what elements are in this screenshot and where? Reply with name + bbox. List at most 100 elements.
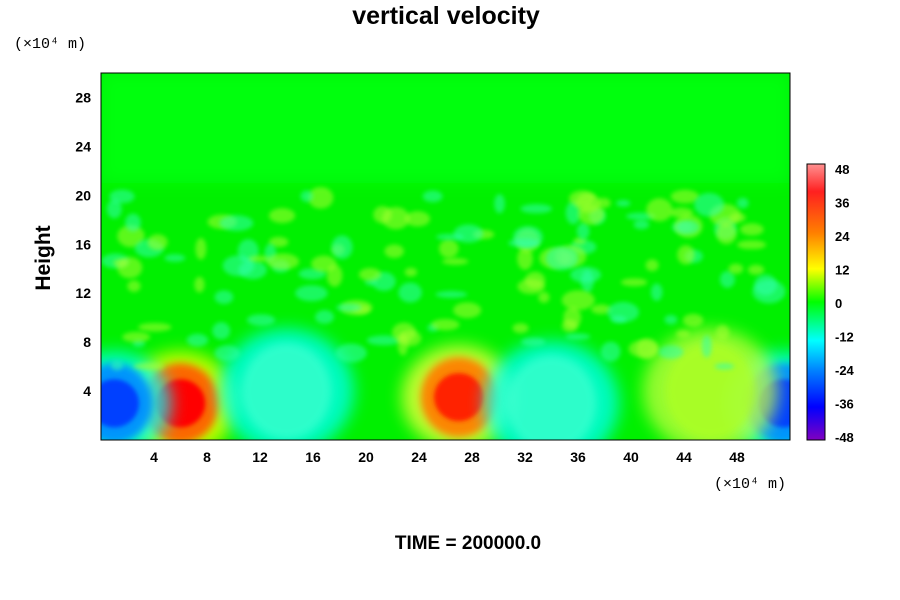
colorbar-tick-label: -24 <box>835 363 855 378</box>
texture-cell <box>650 283 663 301</box>
y-tick-label: 16 <box>75 236 91 252</box>
chart-title: vertical velocity <box>352 2 540 30</box>
texture-cell <box>435 290 468 298</box>
x-tick-label: 32 <box>517 449 533 465</box>
x-tick-label: 36 <box>570 449 586 465</box>
texture-cell <box>669 207 694 218</box>
texture-cell <box>295 285 328 302</box>
y-tick-label: 12 <box>75 285 91 301</box>
x-tick-label: 4 <box>150 449 158 465</box>
field-blob <box>241 343 332 440</box>
texture-cell <box>538 291 550 303</box>
texture-cell <box>453 224 484 243</box>
texture-cell <box>384 244 404 258</box>
texture-cell <box>219 215 254 231</box>
texture-cell <box>600 341 621 362</box>
texture-cell <box>117 257 143 279</box>
texture-cell <box>521 337 546 347</box>
texture-cell <box>561 290 595 311</box>
y-units-label: (×10⁴ m) <box>14 36 86 53</box>
texture-cell <box>315 310 334 324</box>
texture-cell <box>740 223 764 236</box>
texture-cell <box>714 363 735 370</box>
texture-cell <box>747 264 765 275</box>
y-tick-label: 8 <box>83 334 91 350</box>
texture-cell <box>716 324 730 340</box>
x-tick-label: 16 <box>305 449 321 465</box>
texture-cell <box>194 276 205 293</box>
plot-area <box>101 73 790 440</box>
texture-cell <box>512 323 529 334</box>
texture-cell <box>422 190 443 203</box>
texture-cell <box>670 189 700 204</box>
field-features <box>101 186 790 440</box>
texture-cell <box>366 335 401 346</box>
texture-cell <box>138 322 172 332</box>
texture-cell <box>109 189 135 204</box>
texture-cell <box>545 246 579 271</box>
texture-cell <box>248 255 270 262</box>
texture-cell <box>754 274 777 296</box>
x-tick-label: 12 <box>252 449 268 465</box>
field-blob <box>665 343 756 440</box>
texture-cell <box>431 319 460 331</box>
texture-cell <box>563 306 582 329</box>
texture-cell <box>358 267 382 281</box>
texture-cell <box>576 222 590 240</box>
texture-cell <box>728 263 744 274</box>
x-tick-label: 20 <box>358 449 374 465</box>
texture-cell <box>311 255 337 272</box>
field-blob <box>434 373 484 422</box>
y-axis-label: Height <box>32 225 55 290</box>
texture-cell <box>195 237 207 260</box>
texture-cell <box>246 314 276 326</box>
colorbar <box>806 163 826 441</box>
texture-cell <box>308 186 334 209</box>
texture-cell <box>439 239 459 258</box>
texture-cell <box>164 254 186 262</box>
texture-cell <box>336 303 362 312</box>
texture-cell <box>570 266 602 283</box>
texture-cell <box>620 278 648 287</box>
texture-cell <box>392 322 416 343</box>
texture-cell <box>719 271 735 288</box>
texture-cell <box>186 333 209 347</box>
field-blob <box>101 379 139 428</box>
texture-cell <box>268 208 296 224</box>
texture-cell <box>404 211 431 227</box>
texture-cell <box>106 199 122 219</box>
texture-cell <box>147 234 168 251</box>
texture-cell <box>442 258 469 265</box>
texture-cell <box>694 192 725 217</box>
texture-cell <box>675 220 700 235</box>
colorbar-tick-label: 48 <box>835 162 849 177</box>
y-axis-ticks: 4 8 12 16 20 24 28 <box>75 89 91 399</box>
texture-cell <box>675 329 690 339</box>
texture-cell <box>646 198 673 222</box>
texture-cell <box>335 343 367 363</box>
texture-cell <box>214 345 240 362</box>
texture-cell <box>568 190 596 207</box>
texture-cell <box>736 240 767 250</box>
colorbar-tick-label: 12 <box>835 263 849 278</box>
texture-cell <box>736 197 749 209</box>
texture-cell <box>508 238 540 248</box>
colorbar-ticks: 48 36 24 12 0 -12 -24 -36 -48 <box>835 162 855 445</box>
texture-cell <box>494 194 505 214</box>
y-tick-label: 24 <box>75 138 91 154</box>
texture-cell <box>397 333 409 356</box>
texture-cell <box>110 360 124 371</box>
colorbar-tick-label: 36 <box>835 196 849 211</box>
texture-cell <box>677 245 695 265</box>
colorbar-tick-label: -12 <box>835 330 854 345</box>
texture-cell <box>127 280 141 293</box>
time-label: TIME = 200000.0 <box>395 533 541 554</box>
texture-cell <box>607 301 640 323</box>
x-tick-label: 48 <box>729 449 745 465</box>
y-tick-label: 20 <box>75 187 91 203</box>
texture-cell <box>453 302 482 319</box>
texture-cell <box>701 335 712 358</box>
texture-cell <box>404 267 418 277</box>
x-tick-label: 44 <box>676 449 692 465</box>
